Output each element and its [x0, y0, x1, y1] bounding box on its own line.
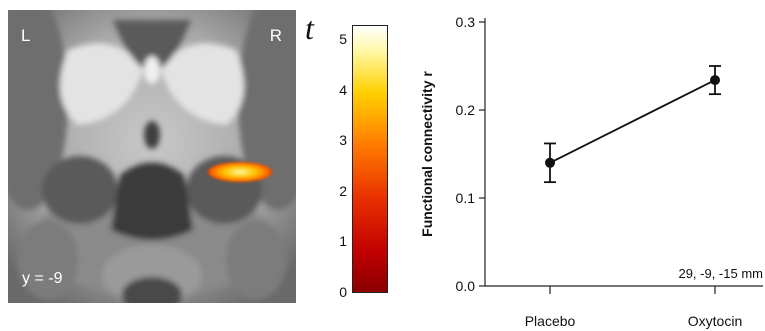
left-hemisphere-label: L [21, 26, 31, 45]
x-tick-label: Placebo [525, 313, 576, 329]
y-tick-label: 0.1 [456, 190, 476, 206]
x-tick-label: Oxytocin [688, 313, 742, 329]
slice-coordinate-label: y = -9 [22, 270, 63, 287]
activation-cluster [208, 162, 272, 182]
colorbar-tick-label: 4 [339, 81, 347, 98]
colorbar-tick-label: 0 [339, 284, 347, 300]
colorbar-tick-label: 1 [339, 233, 347, 250]
colorbar-tick-label: 5 [339, 31, 347, 48]
connectivity-chart: 0.0 0.1 0.2 0.3 Placebo Oxytocin Functional co… [415, 0, 765, 331]
coordinate-annotation: 29, -9, -15 mm [678, 266, 763, 281]
colorbar-title: t [305, 10, 314, 46]
y-tick-label: 0.0 [456, 278, 476, 294]
series-line [549, 79, 716, 164]
y-tick-label: 0.3 [456, 14, 476, 30]
data-point [710, 75, 720, 86]
right-hemisphere-label: R [269, 26, 282, 45]
brain-slice-image: L R y = -9 [8, 10, 296, 303]
data-point [545, 157, 555, 168]
chart-svg: 0.0 0.1 0.2 0.3 Placebo Oxytocin Functional co… [419, 14, 763, 329]
colorbar [352, 25, 388, 293]
brain-slice-graphic [8, 10, 296, 303]
y-axis-label: Functional connectivity r [419, 71, 435, 237]
colorbar-tick-label: 2 [339, 182, 347, 199]
y-tick-label: 0.2 [456, 102, 476, 118]
colorbar-tick-label: 3 [339, 132, 347, 149]
